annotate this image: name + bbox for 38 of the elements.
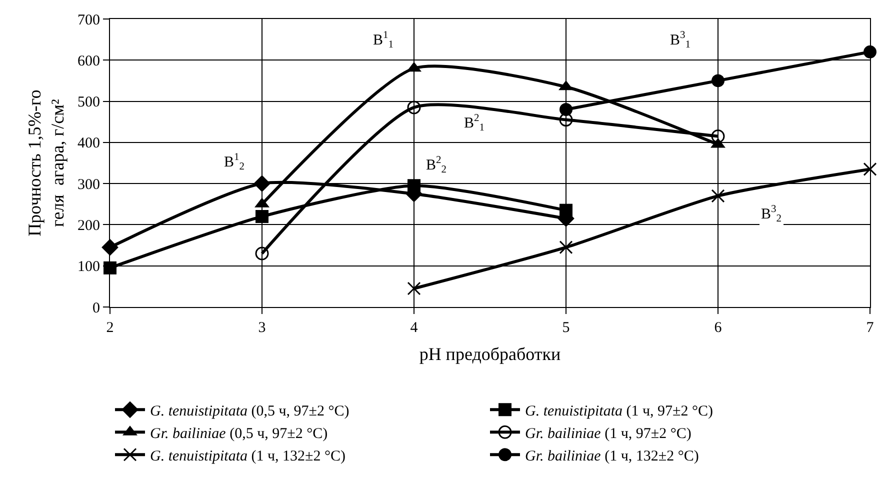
legend-label: G. tenuistipitata (0,5 ч, 97±2 °C): [150, 404, 350, 420]
point: [256, 210, 268, 223]
x-tick-label: 7: [866, 320, 874, 336]
x-tick-label: 6: [714, 320, 722, 336]
x-tick-label: 5: [562, 320, 570, 336]
point: [255, 246, 269, 260]
legend-label: Gr. bailiniae (0,5 ч, 97±2 °C): [150, 426, 328, 442]
point: [407, 100, 421, 114]
legend-label: G. tenuistipitata (1 ч, 97±2 °C): [525, 404, 714, 420]
y-tick-label: 400: [78, 136, 100, 152]
legend-label: G. tenuistipitata (1 ч, 132±2 °C): [150, 448, 346, 464]
y-tick-label: 0: [92, 300, 100, 316]
y-tick-label: 200: [78, 218, 100, 234]
point: [559, 113, 573, 127]
point: [711, 189, 725, 203]
y-axis-title: Прочность 1,5%-го геля агара, г/см²: [24, 90, 68, 236]
x-tick-label: 4: [410, 320, 418, 336]
point: [560, 204, 572, 217]
x-axis-title: pH предобработки: [419, 344, 562, 364]
point: [407, 282, 421, 296]
y-tick-label: 600: [78, 53, 100, 70]
point: [408, 179, 420, 192]
y-tick-label: 500: [78, 94, 100, 111]
legend-label: Gr. bailiniae (1 ч, 97±2 °C): [525, 426, 692, 442]
point: [711, 130, 725, 144]
point: [102, 238, 118, 256]
x-tick-label: 3: [258, 320, 266, 336]
y-tick-label: 700: [78, 12, 100, 28]
point: [560, 103, 572, 116]
y-tick-label: 100: [78, 259, 100, 276]
point: [712, 74, 724, 88]
point: [863, 162, 877, 176]
y-tick-label: 300: [78, 176, 100, 193]
point: [559, 240, 573, 254]
point: [254, 175, 270, 192]
x-tick-label: 2: [106, 320, 114, 336]
legend-label: Gr. bailiniae (1 ч, 132±2 °C): [525, 448, 699, 464]
point: [864, 45, 876, 58]
